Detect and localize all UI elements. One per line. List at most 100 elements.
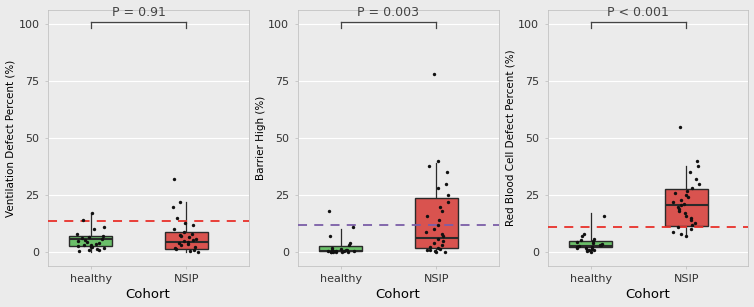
Bar [665,189,708,226]
Point [173,241,185,246]
Point [343,243,355,248]
Point [576,234,588,239]
Point [168,245,180,250]
Point [183,235,195,240]
Point [336,250,348,255]
Point [326,247,338,252]
Point [325,250,337,255]
Point [424,244,436,249]
Point [586,247,598,251]
Point [330,249,342,254]
Point [437,234,449,239]
Point [335,247,347,251]
Bar [165,232,208,249]
Point [93,247,105,252]
Point [174,234,186,239]
Point [571,245,583,250]
Point [583,248,595,253]
Point [669,190,681,195]
Point [440,181,452,186]
Point [72,238,84,243]
Point [571,244,583,249]
Point [321,249,333,254]
Point [90,242,102,247]
Point [97,236,109,241]
Point [174,200,186,204]
Point [342,250,354,255]
Point [186,237,198,242]
Point [587,238,599,243]
Point [174,233,186,238]
Point [673,206,685,211]
Point [323,209,335,214]
Point [171,216,183,220]
Point [93,241,106,246]
Point [83,235,95,240]
Y-axis label: Barrier High (%): Barrier High (%) [256,96,265,180]
Y-axis label: Red Blood Cell Defect Percent (%): Red Blood Cell Defect Percent (%) [505,50,516,227]
Point [170,247,182,251]
Point [325,249,337,254]
Point [72,243,84,248]
Point [690,177,702,182]
Point [327,249,339,254]
Point [667,229,679,234]
Point [691,158,703,163]
Point [330,249,342,254]
Point [433,158,445,163]
Point [676,231,688,236]
Point [436,231,448,236]
Point [588,247,600,252]
Point [178,229,190,234]
Point [436,243,448,248]
Point [682,195,694,200]
X-axis label: Cohort: Cohort [375,289,421,301]
Point [78,243,90,248]
Point [594,243,606,248]
Point [678,202,690,207]
Point [434,204,446,209]
Point [573,243,585,248]
Point [442,200,454,204]
Point [673,209,685,214]
Point [681,188,693,193]
Point [581,246,593,251]
X-axis label: Cohort: Cohort [626,289,670,301]
Point [432,222,444,227]
Point [434,247,446,251]
Point [347,225,359,230]
Point [324,234,336,239]
Point [578,231,590,236]
Point [439,249,451,254]
Point [684,170,696,175]
Point [344,241,356,246]
Point [685,216,697,220]
Point [86,245,98,250]
Point [72,249,84,254]
Point [91,247,103,251]
Point [167,204,179,209]
Bar [415,198,458,248]
Point [672,204,684,209]
Point [71,231,83,236]
Point [78,237,90,242]
Point [596,242,608,247]
Point [433,218,445,223]
Point [429,249,441,254]
Point [432,245,444,250]
Point [431,186,443,191]
Point [680,213,692,218]
Point [421,213,433,218]
Point [428,241,440,246]
Point [588,236,600,241]
Point [182,240,194,245]
Point [348,248,360,253]
Point [692,163,704,168]
Point [424,247,436,252]
Point [188,244,201,249]
Point [190,236,202,241]
Point [675,197,687,202]
Point [575,237,587,242]
Bar [69,236,112,246]
Point [599,213,611,218]
